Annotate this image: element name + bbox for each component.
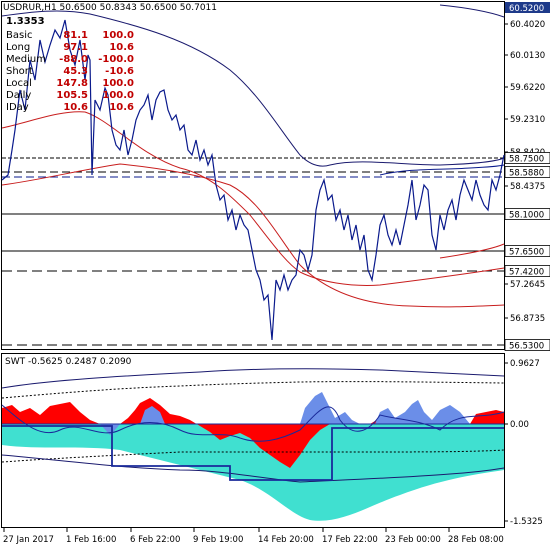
stats-value-1: 105.5 — [56, 90, 88, 101]
level-price-tag — [504, 265, 550, 277]
level-price-tag — [504, 339, 550, 351]
stats-label: Daily — [6, 90, 32, 101]
level-price-tag — [504, 208, 550, 220]
price-line — [1, 19, 505, 341]
price-pane-frame — [1, 1, 505, 350]
stats-value-2: 100.0 — [102, 30, 134, 41]
indicator-tick-label: 0.00 — [510, 420, 529, 430]
price-tick-label: 57.2645 — [510, 280, 545, 290]
level-price-label: 58.1000 — [509, 211, 544, 221]
indicator-title: SWT -0.5625 0.2487 0.2090 — [5, 357, 132, 367]
outer-band-upper — [1, 368, 505, 389]
swt-line — [1, 404, 505, 442]
indicator-pane-frame — [1, 353, 505, 528]
level-price-tag — [504, 152, 550, 164]
stats-value-2: -10.6 — [105, 66, 134, 77]
stats-value-1: 45.3 — [63, 66, 88, 77]
stats-value-2: 100.0 — [102, 78, 134, 89]
price-tick-label: 56.8735 — [510, 314, 545, 324]
level-price-tag — [504, 166, 550, 178]
ma-red-line-3 — [439, 243, 505, 259]
ma-dark-line — [1, 10, 505, 167]
stats-label: Basic — [6, 30, 33, 41]
level-price-label: 58.7500 — [509, 155, 544, 165]
level-price-label: 56.5300 — [509, 342, 544, 352]
level-price-label: 57.4200 — [509, 268, 544, 278]
stats-label: Short — [6, 66, 33, 77]
time-tick-label: 6 Feb 22:00 — [130, 535, 180, 545]
stats-value-2: 100.0 — [102, 90, 134, 101]
price-tick-label: 59.2310 — [510, 115, 545, 125]
stats-value-1: 147.8 — [56, 78, 88, 89]
price-tick-label: 60.4020 — [510, 20, 545, 30]
ma-dark-line-3 — [439, 4, 505, 18]
time-tick-label: 1 Feb 16:00 — [66, 535, 116, 545]
price-tick-label: 60.0130 — [510, 51, 545, 61]
stats-value-1: 10.6 — [63, 102, 88, 113]
upper-band-dashed — [1, 381, 505, 399]
time-tick-label: 27 Jan 2017 — [3, 535, 54, 545]
time-tick-label: 23 Feb 00:00 — [385, 535, 441, 545]
stats-label: Local — [6, 78, 32, 89]
price-tick-label: 59.6220 — [510, 83, 545, 93]
level-price-label: 57.6500 — [509, 248, 544, 258]
ma-red-line — [1, 111, 505, 286]
time-tick-label: 17 Feb 22:00 — [322, 535, 378, 545]
time-tick-label: 28 Feb 08:00 — [448, 535, 504, 545]
symbol-header: USDRUR,H1 50.6500 50.8343 50.6500 50.701… — [3, 3, 217, 13]
price-tick-label: 58.4375 — [510, 182, 545, 192]
time-tick-label: 14 Feb 20:00 — [258, 535, 314, 545]
stats-value-2: -100.0 — [98, 54, 134, 65]
stats-label: IDay — [6, 102, 29, 113]
axes: 60.402060.013059.622059.231058.842058.43… — [3, 2, 550, 545]
ma-dark-line-2 — [379, 164, 505, 176]
ratio-value: 1.3353 — [6, 16, 45, 27]
stats-value-1: 81.1 — [63, 30, 88, 41]
lower-band-dashed — [1, 449, 505, 463]
stats-value-1: 97.1 — [63, 42, 88, 53]
time-tick-label: 9 Feb 19:00 — [193, 535, 243, 545]
stats-value-2: 10.6 — [109, 102, 134, 113]
ma-red-line-2 — [1, 163, 505, 308]
red-histogram — [2, 398, 504, 468]
level-price-label: 58.5880 — [509, 169, 544, 179]
current-price-label: 60.5200 — [509, 4, 544, 14]
stats-label: Long — [6, 42, 31, 53]
price-pane — [1, 4, 505, 346]
indicator-tick-label: -1.5325 — [510, 517, 543, 527]
stats-value-1: -88.0 — [59, 54, 88, 65]
level-price-tag — [504, 245, 550, 257]
current-price-tag — [505, 2, 550, 13]
cyan-histogram — [2, 424, 504, 521]
stats-label: Medium — [6, 54, 46, 65]
indicator-tick-label: 0.9627 — [510, 359, 540, 369]
stats-value-2: 10.6 — [109, 42, 134, 53]
indicator-pane — [1, 368, 505, 521]
